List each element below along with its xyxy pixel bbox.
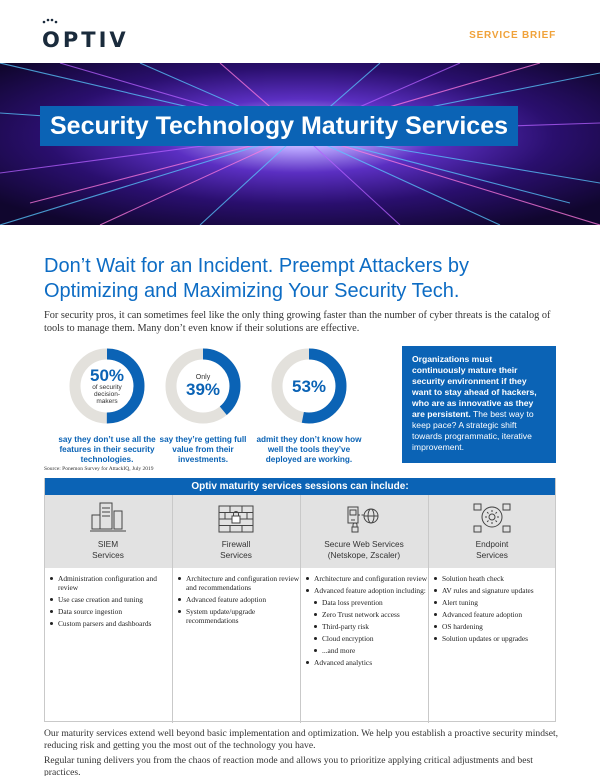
secure-web-icon: [347, 506, 379, 533]
service-siem: SIEM Services: [44, 495, 172, 568]
list-item: Advanced feature adoption including:: [302, 586, 428, 595]
service-title-line2: (Netskope, Zscaler): [327, 550, 401, 560]
endpoint-icon: [473, 503, 511, 533]
sub-list-item: Data loss prevention: [302, 598, 428, 607]
list-item: Use case creation and tuning: [46, 595, 172, 604]
callout-bold-text: Organizations must continuously mature t…: [412, 354, 537, 419]
table-border: [44, 478, 45, 722]
donut-chart: 50% of security decision-makers: [67, 346, 147, 426]
stat-features-unused: 50% of security decision-makers say they…: [52, 346, 162, 465]
outro-paragraph-2: Regular tuning delivers you from the cha…: [44, 755, 533, 776]
list-item: Administration configuration and review: [46, 574, 172, 592]
list-item: Architecture and configuration review an…: [174, 574, 300, 592]
stat-caption: admit they don’t know how well the tools…: [256, 435, 362, 464]
list-item: Advanced feature adoption: [430, 610, 556, 619]
list-item: Solution heath check: [430, 574, 556, 583]
firewall-list: Architecture and configuration review an…: [174, 574, 300, 628]
service-title-line1: Secure Web Services: [324, 539, 404, 549]
sub-list-item: Third-party risk: [302, 622, 428, 631]
donut-chart: Only 39%: [163, 346, 243, 426]
list-item: Custom parsers and dashboards: [46, 619, 172, 628]
service-endpoint: Endpoint Services: [428, 495, 556, 568]
service-secure-web: Secure Web Services (Netskope, Zscaler): [300, 495, 428, 568]
list-item: Alert tuning: [430, 598, 556, 607]
sub-list-item: Cloud encryption: [302, 634, 428, 643]
service-title-line1: Endpoint: [475, 539, 509, 549]
firewall-icon: [218, 505, 254, 533]
headline: Don’t Wait for an Incident. Preempt Atta…: [44, 255, 469, 302]
service-title-line1: Firewall: [221, 539, 251, 549]
list-item: Advanced feature adoption: [174, 595, 300, 604]
service-title: Secure Web Services (Netskope, Zscaler): [300, 539, 428, 561]
stat-full-value: Only 39% say they’re getting full value …: [148, 346, 258, 465]
stat-unknown-effectiveness: 53% admit they don’t know how well the t…: [254, 346, 364, 465]
logo-dots-icon: [42, 18, 58, 24]
list-item: AV rules and signature updates: [430, 586, 556, 595]
callout-text: The best way to keep pace? A strategic s…: [412, 409, 534, 452]
stat-value: 50%: [89, 366, 125, 385]
list-item: Solution updates or upgrades: [430, 634, 556, 643]
stat-prefix: Only: [195, 374, 211, 381]
endpoint-list: Solution heath check AV rules and signatu…: [430, 574, 556, 646]
service-firewall: Firewall Services: [172, 495, 300, 568]
donut-chart: 53%: [269, 346, 349, 426]
column-divider: [172, 495, 173, 723]
document-type-label: SERVICE BRIEF: [469, 30, 556, 41]
column-divider: [428, 495, 429, 723]
column-divider: [300, 495, 301, 723]
service-title-line2: Services: [476, 550, 508, 560]
list-item: OS hardening: [430, 622, 556, 631]
server-icon: [90, 502, 126, 532]
table-border: [555, 478, 556, 722]
services-header: Optiv maturity services sessions can inc…: [44, 478, 556, 495]
stat-caption: say they’re getting full value from thei…: [159, 435, 247, 464]
stat-value: 39%: [185, 380, 221, 399]
page-title: Security Technology Maturity Services: [40, 106, 519, 146]
source-note: Source: Ponemon Survey for AttackIQ, Jul…: [44, 466, 154, 472]
stat-subtext: of security decision-makers: [92, 384, 122, 405]
service-title-line2: Services: [92, 550, 124, 560]
service-title: SIEM Services: [44, 539, 172, 561]
table-border: [44, 721, 556, 722]
sub-list-item: ...and more: [302, 646, 428, 655]
service-title: Endpoint Services: [428, 539, 556, 561]
logo-text: OPTIV: [42, 28, 129, 52]
callout-box: Organizations must continuously mature t…: [402, 346, 556, 463]
list-item: Advanced analytics: [302, 658, 428, 667]
intro-paragraph: For security pros, it can sometimes feel…: [44, 310, 551, 334]
sub-list-item: Zero Trust network access: [302, 610, 428, 619]
stat-value: 53%: [291, 376, 327, 396]
service-title-line1: SIEM: [97, 539, 119, 549]
stat-caption: say they don’t use all the features in t…: [58, 435, 156, 464]
list-item: System update/upgrade recommendations: [174, 607, 300, 625]
outro-paragraph-1: Our maturity services extend well beyond…: [44, 728, 559, 751]
secure-web-list: Architecture and configuration review Adv…: [302, 574, 428, 670]
list-item: Data source ingestion: [46, 607, 172, 616]
service-title: Firewall Services: [172, 539, 300, 561]
optiv-logo: OPTIV: [42, 18, 126, 56]
list-item: Architecture and configuration review: [302, 574, 428, 583]
siem-list: Administration configuration and review U…: [46, 574, 172, 631]
service-title-line2: Services: [220, 550, 252, 560]
